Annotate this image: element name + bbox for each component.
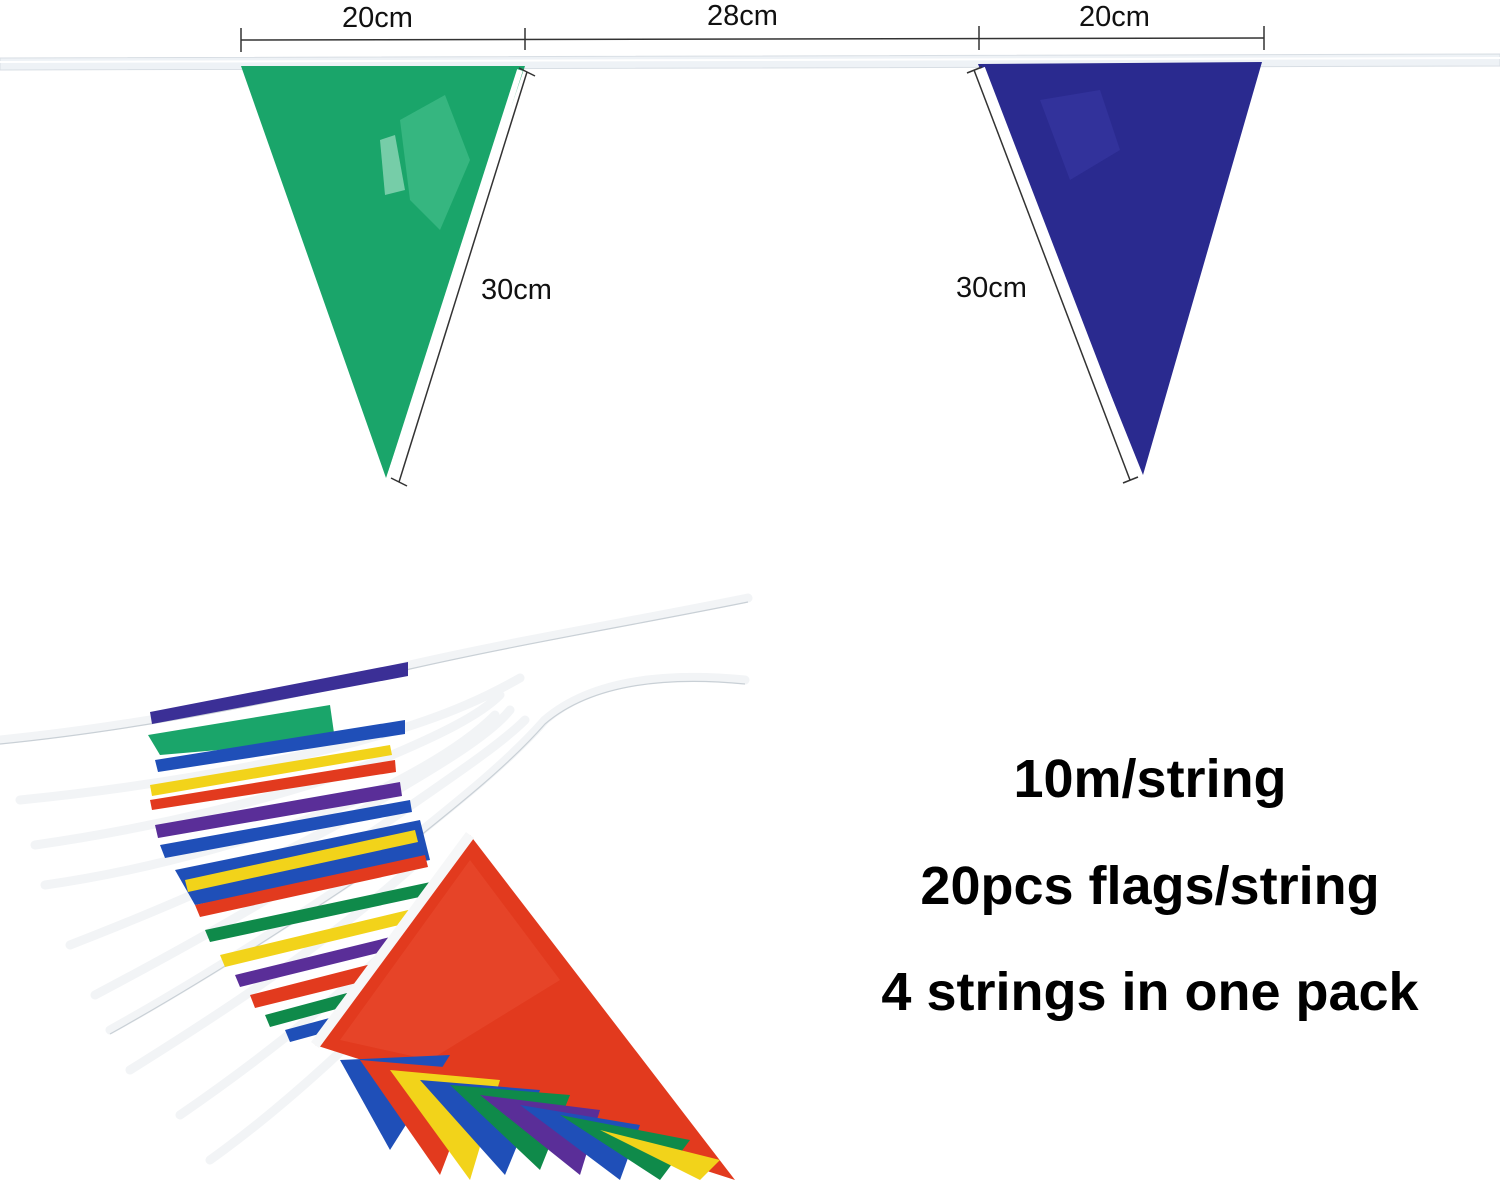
spec-strings-per-pack: 4 strings in one pack xyxy=(881,962,1419,1022)
top-bunting-string xyxy=(0,53,1500,71)
flag-width-left-label: 20cm xyxy=(342,2,413,34)
bunting-bundle xyxy=(0,593,753,1180)
flag-height-left-label: 30cm xyxy=(481,274,552,306)
flag-width-right-label: 20cm xyxy=(1079,1,1150,33)
dimension-lines xyxy=(240,26,1265,487)
spec-length: 10m/string xyxy=(1013,749,1287,809)
gap-width-label: 28cm xyxy=(707,0,778,32)
flag-height-right-label: 30cm xyxy=(956,272,1027,304)
blue-pennant-flag xyxy=(978,62,1262,476)
green-pennant-flag xyxy=(241,66,525,478)
spec-flags-per-string: 20pcs flags/string xyxy=(920,856,1380,916)
